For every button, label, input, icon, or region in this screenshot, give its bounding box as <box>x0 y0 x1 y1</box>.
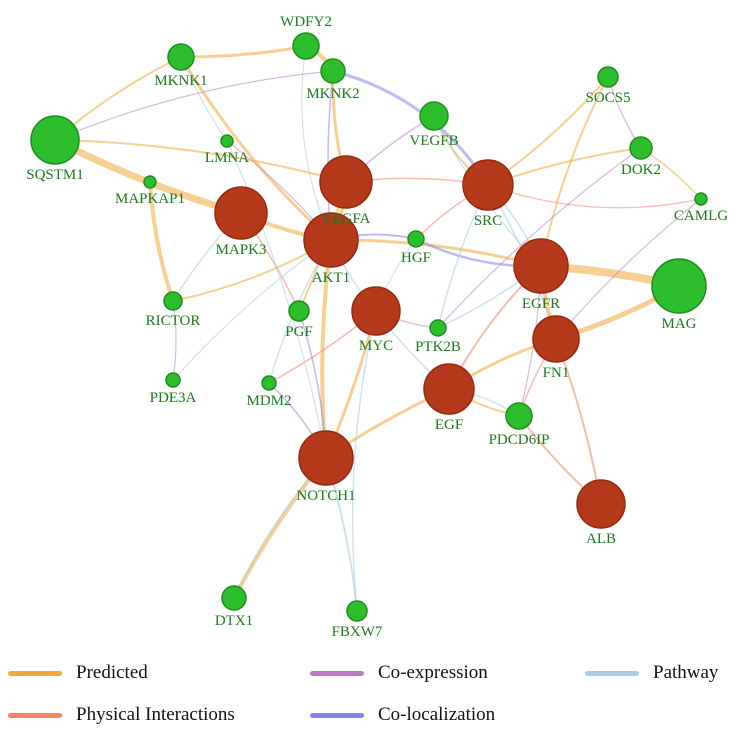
node-label-fn1: FN1 <box>543 365 570 381</box>
physical-interactions-edge-swatch <box>8 712 62 718</box>
node-egfr[interactable] <box>513 238 569 294</box>
edge-mknk1-akt1-predicted[interactable] <box>179 55 333 242</box>
edge-alb-fn1-physical[interactable] <box>555 338 602 505</box>
node-label-myc: MYC <box>359 338 393 354</box>
legend-item-co-localization: Co-localization <box>310 703 495 727</box>
legend-item-pathway: Pathway <box>585 661 718 685</box>
node-label-mknk2: MKNK2 <box>306 86 359 102</box>
node-label-dok2: DOK2 <box>621 162 661 178</box>
node-label-mapkap1: MAPKAP1 <box>115 191 185 207</box>
node-pgf[interactable] <box>288 300 310 322</box>
legend-item-physical-interactions: Physical Interactions <box>8 703 235 727</box>
node-socs5[interactable] <box>597 66 619 88</box>
legend-label-physical-interactions: Physical Interactions <box>76 704 235 725</box>
node-vegfb[interactable] <box>419 101 449 131</box>
node-label-fbxw7: FBXW7 <box>332 624 383 640</box>
edge-mapkap1-rictor-predicted[interactable] <box>148 180 175 303</box>
node-rictor[interactable] <box>163 291 183 311</box>
node-fn1[interactable] <box>532 315 580 363</box>
node-vegfa[interactable] <box>319 155 373 209</box>
node-label-pde3a: PDE3A <box>150 390 197 406</box>
node-pde3a[interactable] <box>165 372 181 388</box>
legend-label-co-localization: Co-localization <box>378 704 496 725</box>
edge-sqstm1-mknk2-coexpression[interactable] <box>54 70 334 141</box>
node-mknk1[interactable] <box>167 43 195 71</box>
node-label-src: SRC <box>474 213 502 229</box>
legend-item-predicted: Predicted <box>8 661 148 685</box>
node-akt1[interactable] <box>303 212 359 268</box>
node-dtx1[interactable] <box>221 585 247 611</box>
co-expression-edge-swatch <box>310 670 364 676</box>
edge-camlg-fn1-coexpression[interactable] <box>555 198 702 340</box>
edge-lmna-notch1-pathway[interactable] <box>226 140 327 459</box>
node-label-egf: EGF <box>435 417 463 433</box>
node-mdm2[interactable] <box>261 375 277 391</box>
edge-fbxw7-myc-pathway[interactable] <box>351 310 377 612</box>
node-label-wdfy2: WDFY2 <box>280 14 332 30</box>
predicted-edge-swatch <box>8 670 62 676</box>
edge-akt1-egfr-predicted[interactable] <box>329 238 543 268</box>
legend-label-co-expression: Co-expression <box>378 662 488 683</box>
node-mag[interactable] <box>651 258 707 314</box>
legend-label-predicted: Predicted <box>76 662 148 683</box>
node-label-ptk2b: PTK2B <box>415 339 461 355</box>
node-dok2[interactable] <box>629 136 653 160</box>
legend: Predicted Physical Interactions Co-expre… <box>0 645 740 733</box>
node-myc[interactable] <box>351 286 401 336</box>
node-label-akt1: AKT1 <box>312 270 350 286</box>
node-label-camlg: CAMLG <box>674 208 728 224</box>
edge-camlg-src-physical[interactable] <box>487 184 702 209</box>
node-egf[interactable] <box>423 363 475 415</box>
legend-label-pathway: Pathway <box>653 662 719 683</box>
node-src[interactable] <box>462 159 514 211</box>
node-hgf[interactable] <box>407 230 425 248</box>
node-pdcd6ip[interactable] <box>505 402 533 430</box>
node-mapkap1[interactable] <box>143 175 157 189</box>
node-label-mag: MAG <box>661 316 696 332</box>
node-label-rictor: RICTOR <box>146 313 201 329</box>
node-label-hgf: HGF <box>401 250 431 266</box>
node-label-mapk3: MAPK3 <box>216 242 267 258</box>
node-label-mknk1: MKNK1 <box>154 73 207 89</box>
pathway-edge-swatch <box>585 670 639 676</box>
node-label-alb: ALB <box>586 531 616 547</box>
node-label-dtx1: DTX1 <box>215 613 253 629</box>
node-label-mdm2: MDM2 <box>246 393 291 409</box>
node-sqstm1[interactable] <box>30 115 80 165</box>
co-localization-edge-swatch <box>310 712 364 718</box>
node-lmna[interactable] <box>220 134 234 148</box>
edge-dok2-ptk2b-coexpression[interactable] <box>437 147 642 329</box>
node-camlg[interactable] <box>694 192 708 206</box>
node-label-lmna: LMNA <box>205 150 249 166</box>
node-label-socs5: SOCS5 <box>585 90 630 106</box>
network-canvas: WDFY2 MKNK1 MKNK2 SOCS5 SQSTM1 LMNA MAPKAP1 VEG… <box>26 14 728 640</box>
node-wdfy2[interactable] <box>292 32 320 60</box>
legend-item-co-expression: Co-expression <box>310 661 488 685</box>
node-ptk2b[interactable] <box>429 319 447 337</box>
node-fbxw7[interactable] <box>346 600 368 622</box>
node-label-vegfa: VEGFA <box>322 211 371 227</box>
node-alb[interactable] <box>576 479 626 529</box>
node-label-vegfb: VEGFB <box>409 133 458 149</box>
node-label-notch1: NOTCH1 <box>296 488 355 504</box>
node-mknk2[interactable] <box>320 58 346 84</box>
node-label-egfr: EGFR <box>522 296 560 312</box>
edge-mknk1-wdfy2-predicted[interactable] <box>179 44 308 59</box>
node-mapk3[interactable] <box>214 186 268 240</box>
node-notch1[interactable] <box>298 430 354 486</box>
node-label-sqstm1: SQSTM1 <box>26 167 84 183</box>
node-label-pdcd6ip: PDCD6IP <box>489 432 550 448</box>
node-label-pgf: PGF <box>285 324 313 340</box>
